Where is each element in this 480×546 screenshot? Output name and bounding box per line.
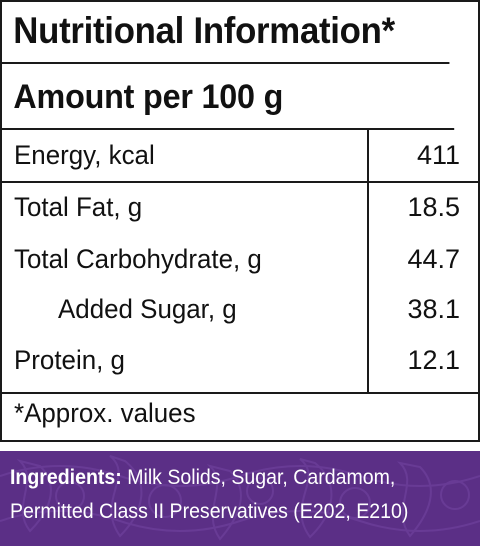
- ingredients-text: Ingredients: Milk Solids, Sugar, Cardamo…: [10, 461, 440, 529]
- nutrient-label: Added Sugar, g: [58, 294, 237, 324]
- ingredients-list-2: Permitted Class II Preservatives (E202, …: [10, 500, 409, 523]
- nutrient-value: 18.5: [407, 192, 460, 222]
- row-divider: [2, 392, 478, 394]
- nutrient-label: Protein, g: [14, 345, 125, 375]
- footnote: *Approx. values: [14, 398, 196, 428]
- ingredients-heading: Ingredients:: [10, 466, 122, 489]
- nutrient-value: 411: [416, 140, 460, 170]
- ingredients-list-1: Milk Solids, Sugar, Cardamom,: [127, 466, 396, 489]
- nutrient-label: Total Carbohydrate, g: [14, 244, 262, 274]
- nutrient-value: 12.1: [407, 345, 460, 375]
- ingredients-banner: Ingredients: Milk Solids, Sugar, Cardamo…: [0, 451, 480, 546]
- serving-size: Amount per 100 g: [2, 64, 455, 130]
- damask-pattern: [0, 455, 480, 541]
- nutrient-label: Total Fat, g: [14, 192, 143, 222]
- column-divider: [367, 130, 369, 394]
- nutrient-value: 44.7: [407, 244, 460, 274]
- nutrient-value: 38.1: [407, 294, 460, 324]
- nutrient-label: Energy, kcal: [14, 140, 155, 170]
- nutrition-panel: Nutritional Information* Amount per 100 …: [0, 0, 480, 442]
- nutrition-title: Nutritional Information*: [2, 2, 450, 64]
- ingredients-line-1: Ingredients: Milk Solids, Sugar, Cardamo…: [10, 461, 440, 495]
- row-divider: [2, 181, 478, 183]
